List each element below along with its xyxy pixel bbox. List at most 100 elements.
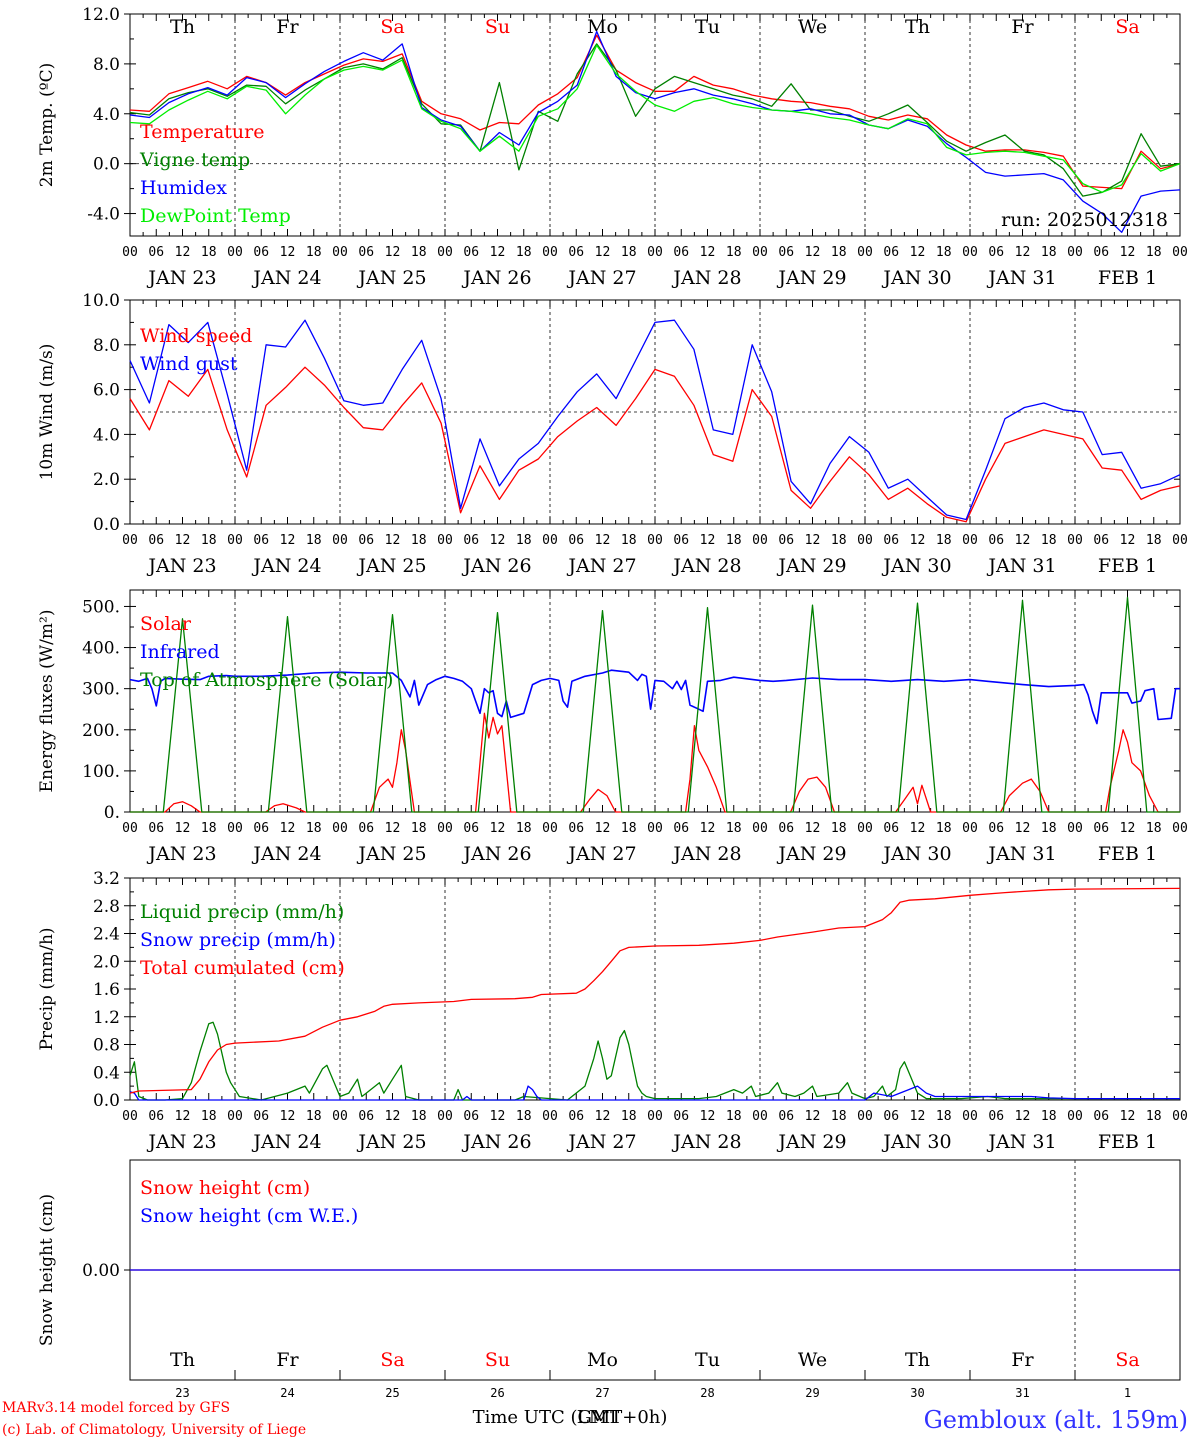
hour-tick-label: 18	[306, 821, 322, 836]
date-label: JAN 31	[986, 555, 1056, 577]
date-label: JAN 31	[986, 843, 1056, 865]
y-tick-label: 200.	[82, 721, 120, 741]
date-label: JAN 27	[566, 555, 636, 577]
y-axis-label: 2m Temp. (ºC)	[37, 63, 57, 188]
hour-tick-label: 18	[726, 1109, 742, 1124]
day-number-label: 1	[1124, 1386, 1131, 1400]
hour-tick-label: 00	[437, 821, 453, 836]
hour-tick-label: 00	[437, 245, 453, 260]
hour-tick-label: 06	[1093, 1109, 1109, 1124]
hour-tick-label: 06	[1093, 821, 1109, 836]
date-label: JAN 29	[776, 267, 846, 289]
hour-tick-label: 06	[1093, 533, 1109, 548]
hour-tick-label: 18	[831, 533, 847, 548]
hour-tick-label: 06	[673, 1109, 689, 1124]
hour-tick-label: 12	[1015, 821, 1031, 836]
y-tick-label: 8.0	[93, 336, 120, 356]
date-label: JAN 29	[776, 843, 846, 865]
date-label: JAN 28	[671, 267, 741, 289]
weekday-label: Tu	[695, 16, 720, 38]
hour-tick-label: 18	[936, 821, 952, 836]
hour-tick-label: 18	[1146, 821, 1162, 836]
hour-tick-label: 18	[411, 533, 427, 548]
weekday-label: Mo	[587, 1349, 618, 1371]
hour-tick-label: 12	[1015, 245, 1031, 260]
hour-tick-label: 12	[280, 533, 296, 548]
day-number-label: 26	[490, 1386, 504, 1400]
hour-tick-label: 12	[490, 821, 506, 836]
hour-tick-label: 18	[1041, 821, 1057, 836]
y-tick-label: 4.0	[93, 425, 120, 445]
hour-tick-label: 00	[227, 821, 243, 836]
run-annotation: run: 2025012318	[1001, 209, 1168, 231]
hour-tick-label: 12	[910, 533, 926, 548]
hour-tick-label: 18	[621, 533, 637, 548]
date-label: JAN 28	[671, 555, 741, 577]
day-number-label: 23	[175, 1386, 189, 1400]
hour-tick-label: 12	[385, 533, 401, 548]
date-label: JAN 25	[356, 843, 426, 865]
day-number-label: 31	[1015, 1386, 1029, 1400]
legend-entry: Top of Atmosphere (Solar)	[140, 669, 393, 691]
hour-tick-label: 18	[621, 245, 637, 260]
hour-tick-label: 18	[201, 821, 217, 836]
date-label: JAN 30	[881, 843, 951, 865]
hour-tick-label: 12	[385, 821, 401, 836]
hour-tick-label: 18	[516, 245, 532, 260]
hour-tick-label: 06	[988, 821, 1004, 836]
hour-tick-label: 06	[988, 533, 1004, 548]
hour-tick-label: 12	[1120, 245, 1136, 260]
hour-tick-label: 12	[490, 1109, 506, 1124]
hour-tick-label: 00	[227, 533, 243, 548]
hour-tick-label: 00	[962, 533, 978, 548]
hour-tick-label: 00	[437, 533, 453, 548]
y-tick-label: 400.	[82, 639, 120, 659]
y-tick-label: 0.00	[82, 1261, 120, 1281]
hour-tick-label: 06	[253, 821, 269, 836]
hour-tick-label: 00	[122, 1109, 138, 1124]
hour-tick-label: 18	[1146, 533, 1162, 548]
hour-tick-label: 06	[568, 821, 584, 836]
hour-tick-label: 18	[726, 245, 742, 260]
hour-tick-label: 18	[936, 245, 952, 260]
legend-entry: Total cumulated (cm)	[140, 957, 345, 979]
hour-tick-label: 06	[673, 533, 689, 548]
hour-tick-label: 12	[805, 821, 821, 836]
footer: MARv3.14 model forced by GFS (c) Lab. of…	[2, 1400, 1188, 1438]
hour-tick-label: 18	[306, 245, 322, 260]
y-tick-label: 10.0	[82, 291, 120, 311]
weekday-label: Su	[485, 1349, 510, 1371]
date-label: JAN 30	[881, 267, 951, 289]
hour-tick-label: 18	[936, 1109, 952, 1124]
hour-tick-label: 18	[726, 821, 742, 836]
hour-tick-label: 00	[1067, 245, 1083, 260]
y-axis-label: Precip (mm/h)	[37, 927, 57, 1050]
date-label: JAN 23	[146, 1131, 216, 1153]
date-label: JAN 31	[986, 1131, 1056, 1153]
hour-tick-label: 18	[936, 533, 952, 548]
legend-entry: Liquid precip (mm/h)	[140, 901, 344, 923]
panel-temp: -4.0 0.0 4.0 8.0 12.0 2m Temp. (ºC) 00 06 12 18 JA…	[37, 5, 1188, 289]
y-tick-label: 500.	[82, 597, 120, 617]
date-label: JAN 26	[461, 267, 531, 289]
y-tick-label: 2.0	[93, 470, 120, 490]
y-tick-label: 100.	[82, 762, 120, 782]
hour-tick-label: 00	[542, 821, 558, 836]
hour-tick-label: 18	[1041, 533, 1057, 548]
hour-tick-label: 06	[988, 1109, 1004, 1124]
hour-tick-label: 06	[673, 821, 689, 836]
hour-tick-label: 00	[332, 533, 348, 548]
day-number-label: 24	[280, 1386, 294, 1400]
hour-tick-label: 00	[332, 245, 348, 260]
hour-tick-label: 12	[385, 1109, 401, 1124]
weekday-label: Th	[905, 1349, 930, 1371]
hour-tick-label: 18	[1146, 1109, 1162, 1124]
hour-tick-label: 06	[148, 533, 164, 548]
hour-tick-label: 00	[1172, 245, 1188, 260]
hour-tick-label: 12	[1120, 1109, 1136, 1124]
hour-tick-label: 18	[411, 1109, 427, 1124]
y-tick-label: 300.	[82, 680, 120, 700]
hour-tick-label: 06	[1093, 245, 1109, 260]
hour-tick-label: 00	[857, 1109, 873, 1124]
